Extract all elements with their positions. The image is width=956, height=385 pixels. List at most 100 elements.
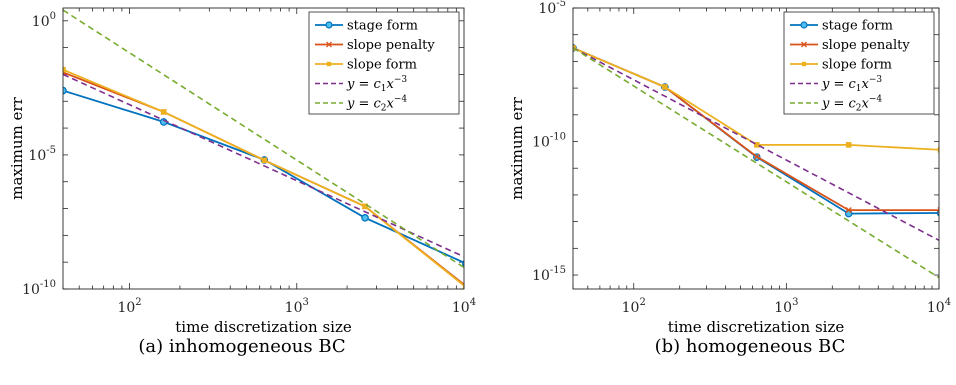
tick-exp: -5 — [46, 145, 56, 156]
tick-marks — [62, 8, 465, 290]
y-tick-label: 10-10 — [22, 279, 56, 298]
legend-entry: y = c2x−4 — [346, 95, 407, 114]
legend-label-sup: −3 — [394, 75, 408, 85]
tick-exp: -10 — [40, 279, 56, 290]
legend-label-sub: 2 — [856, 104, 862, 114]
y-axis-label: maximum err — [508, 96, 526, 199]
x-tick-label: 103 — [285, 297, 309, 316]
legend-label-sup: −4 — [869, 95, 883, 105]
x-tick-label: 104 — [452, 297, 476, 316]
data-point — [662, 84, 668, 90]
legend-marker — [801, 41, 807, 48]
y-tick-label: 10-10 — [532, 132, 566, 151]
tick-base: 10 — [774, 300, 792, 316]
axes-box — [572, 7, 940, 290]
series-line-4 — [573, 47, 939, 279]
legend-entry: stage form — [822, 19, 893, 34]
legend-entry: y = c1x−3 — [821, 75, 882, 94]
x-tick-label: 103 — [774, 297, 798, 316]
legend-entry: stage form — [347, 19, 418, 34]
y-tick-label: 10-15 — [532, 265, 566, 284]
tick-exp: -5 — [556, 0, 566, 9]
data-point — [63, 86, 67, 95]
legend-entry: slope form — [822, 58, 892, 73]
tick-exp: 2 — [639, 297, 645, 308]
y-tick-label: 10-5 — [28, 145, 56, 164]
tick-exp: 3 — [302, 297, 308, 308]
legend-box — [783, 11, 935, 115]
tick-base: 10 — [452, 300, 470, 316]
x-tick-label: 104 — [927, 297, 951, 316]
legend-entry: slope penalty — [347, 38, 435, 53]
legend-entry: slope penalty — [822, 38, 910, 53]
data-point — [261, 157, 268, 164]
series-line-3 — [63, 73, 464, 258]
legend-entry: y = c2x−4 — [821, 95, 882, 114]
legend-marker — [800, 21, 808, 29]
x-tick-label: 102 — [622, 297, 646, 316]
legend-entry: slope form — [347, 58, 417, 73]
data-point — [845, 142, 852, 148]
legend-box — [308, 11, 460, 115]
tick-base: 10 — [538, 1, 556, 17]
legend-entry: y = c1x−3 — [346, 75, 407, 94]
x-axis-label: time discretization size — [668, 318, 845, 336]
legend-label-after: x — [862, 97, 870, 112]
data-point — [753, 153, 760, 160]
legend-label-after: x — [862, 77, 870, 92]
tick-base: 10 — [622, 300, 640, 316]
data-point — [362, 203, 368, 210]
series-line-3 — [573, 47, 939, 242]
series-group — [63, 9, 464, 289]
legend-label-sub: 2 — [381, 104, 387, 114]
x-axis-label: time discretization size — [175, 318, 352, 336]
data-point — [361, 214, 369, 222]
subfigure-caption: (b) homogeneous BC — [655, 336, 846, 357]
legend-marker — [326, 41, 332, 48]
legend-label-main: y = c — [346, 97, 382, 112]
legend-marker — [801, 61, 807, 67]
series-group — [573, 44, 939, 279]
tick-base: 10 — [927, 300, 945, 316]
tick-exp: 2 — [135, 297, 141, 308]
y-axis-label: maximum err — [8, 96, 26, 199]
y-tick-label: 100 — [32, 11, 56, 30]
tick-exp: 3 — [792, 297, 798, 308]
data-point — [844, 209, 853, 218]
x-tick-label: 102 — [117, 297, 141, 316]
legend-label-main: y = c — [821, 77, 857, 92]
y-tick-label: 10-5 — [538, 0, 566, 17]
data-point — [845, 207, 852, 214]
data-point — [753, 142, 760, 148]
tick-base: 10 — [285, 300, 303, 316]
tick-base: 10 — [22, 282, 40, 298]
tick-exp: -15 — [550, 265, 566, 276]
tick-exp: 4 — [945, 297, 951, 308]
legend-label-main: y = c — [346, 77, 382, 92]
tick-exp: 4 — [470, 297, 476, 308]
legend-label-after: x — [387, 77, 395, 92]
legend-label-sup: −3 — [869, 75, 883, 85]
legend-marker — [325, 21, 333, 29]
tick-base: 10 — [28, 148, 46, 164]
tick-base: 10 — [117, 300, 135, 316]
tick-base: 10 — [32, 14, 50, 30]
legend-label-main: y = c — [821, 97, 857, 112]
legend-label-after: x — [387, 97, 395, 112]
tick-exp: -10 — [550, 132, 566, 143]
subfigure-caption: (a) inhomogeneous BC — [138, 336, 345, 357]
tick-exp: 0 — [50, 11, 56, 22]
legend-label-sup: −4 — [394, 95, 408, 105]
data-point — [160, 109, 167, 115]
tick-base: 10 — [532, 135, 550, 151]
legend-marker — [326, 61, 332, 67]
data-point — [461, 260, 464, 267]
legend-label-sub: 1 — [381, 84, 387, 94]
legend-label-sub: 1 — [856, 84, 862, 94]
tick-base: 10 — [532, 268, 550, 284]
